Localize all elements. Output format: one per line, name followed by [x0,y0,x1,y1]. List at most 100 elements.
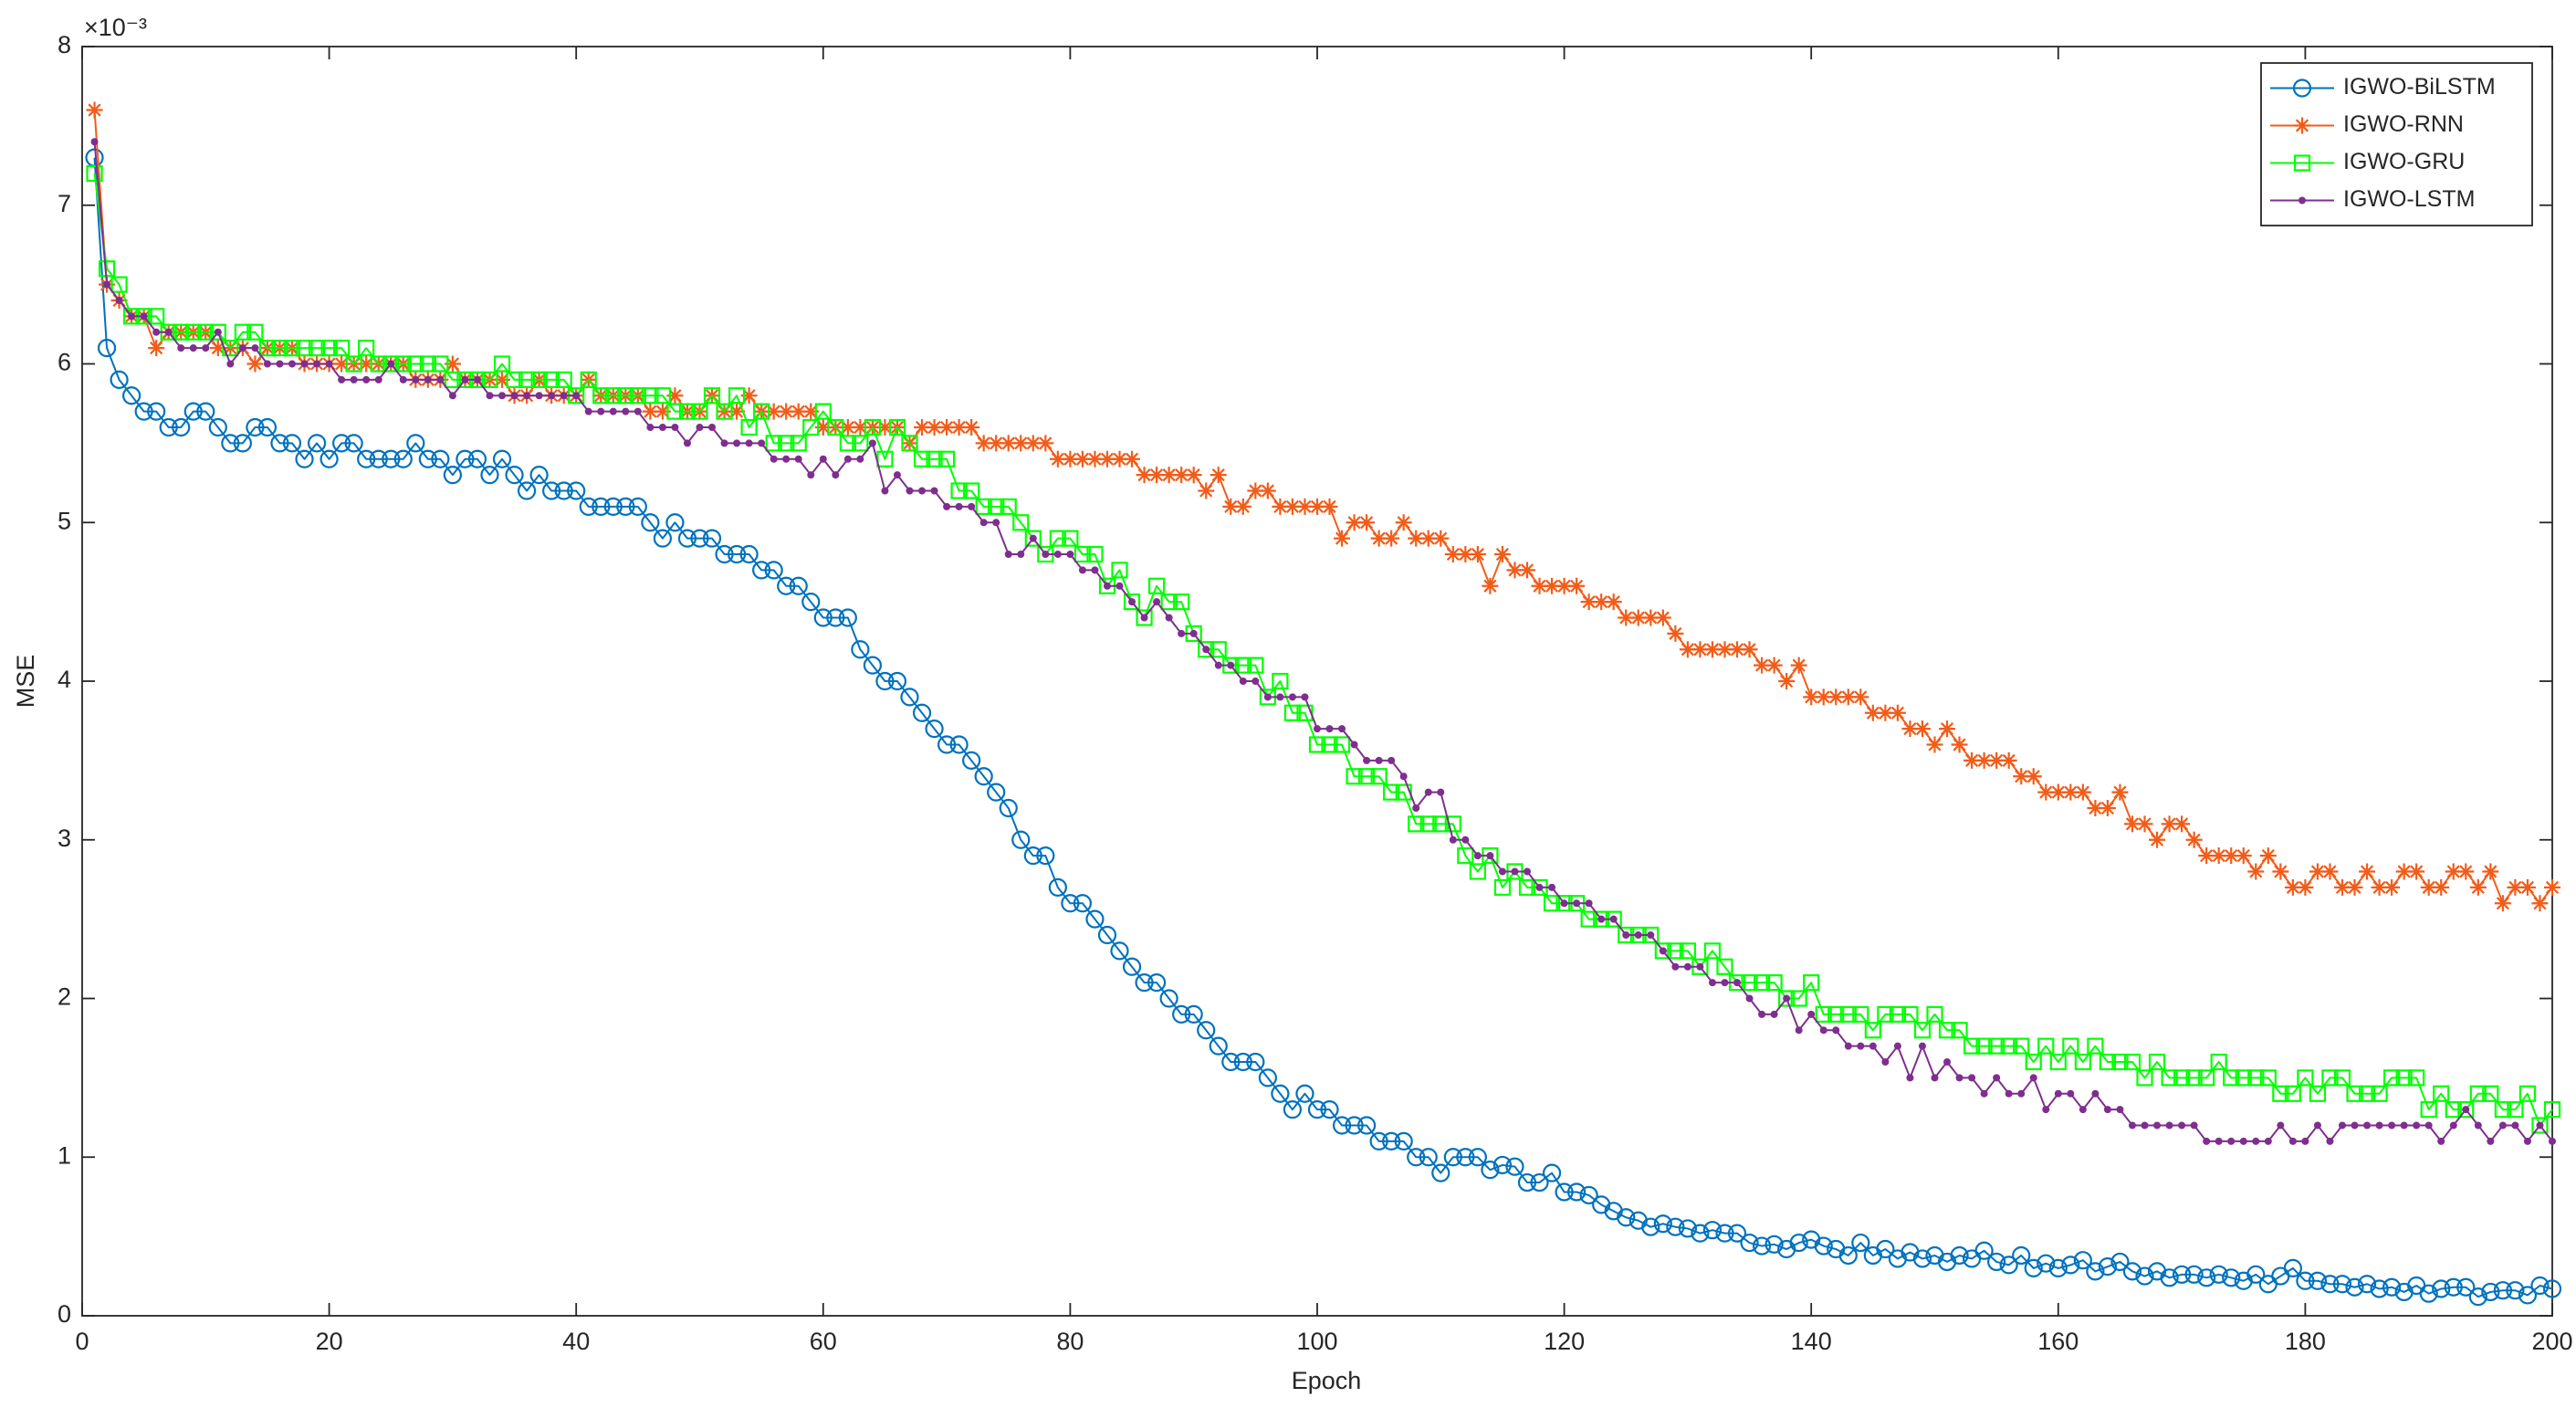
marker [2469,878,2487,896]
marker [1679,942,1697,960]
marker [1288,693,1296,701]
marker [1974,1241,1994,1260]
marker [2173,815,2191,833]
marker [1173,594,1190,611]
marker [1098,450,1115,468]
marker [2313,1121,2321,1130]
marker [1469,863,1486,880]
marker [1568,577,1586,594]
marker [2457,1101,2475,1119]
marker [1042,551,1050,558]
marker [1659,947,1667,955]
marker [1221,1052,1241,1072]
marker [1086,545,1104,563]
marker [765,403,782,420]
marker [1838,1245,1858,1266]
marker [1334,530,1351,547]
marker [2482,1085,2499,1102]
marker [2037,783,2055,801]
marker [937,735,957,754]
marker [2013,768,2030,785]
marker [221,434,240,453]
marker [1481,1161,1500,1180]
series-line [93,157,2553,1298]
marker [2326,1137,2334,1145]
marker [826,608,845,627]
marker [282,434,302,453]
marker [1988,751,2005,769]
marker [2543,1101,2561,1119]
marker [2346,1085,2363,1102]
marker [597,407,605,415]
marker [1535,883,1544,891]
marker [1758,1010,1766,1018]
marker [777,576,796,595]
marker [572,392,581,400]
marker [2288,1137,2297,1145]
marker [1147,973,1167,993]
marker [988,435,1005,452]
marker [548,392,556,400]
marker [432,355,449,373]
marker [1531,577,1548,594]
marker [1363,756,1371,764]
marker [90,138,99,146]
marker [1165,614,1173,622]
marker [1011,830,1031,849]
marker [1678,1219,1698,1238]
marker [300,360,309,368]
marker [876,419,894,436]
marker [794,455,802,463]
marker [1683,962,1691,971]
marker [159,417,178,437]
marker [728,387,746,405]
marker [406,434,425,453]
marker [1247,657,1264,674]
marker [2054,1089,2062,1098]
marker [1493,546,1511,562]
marker [128,312,136,320]
marker [412,375,420,384]
marker [1519,562,1536,579]
marker [2284,878,2301,896]
marker [727,544,747,564]
marker [702,529,722,548]
marker [1308,736,1326,753]
marker [1140,614,1148,622]
marker [1641,1217,1660,1236]
marker [1716,958,1733,975]
marker [901,435,918,452]
marker [789,576,808,595]
marker [1807,1010,1816,1018]
marker [1505,1157,1524,1176]
marker [1492,1155,1513,1175]
legend-label: IGWO-GRU [2343,149,2465,174]
marker [1593,594,1610,611]
marker [542,481,561,500]
y-exponent-label: ×10⁻³ [84,14,147,41]
y-tick-label: 1 [58,1141,71,1169]
marker [370,355,387,373]
marker [148,308,165,325]
marker [2178,1121,2186,1130]
marker [1469,546,1486,562]
marker [2437,1137,2445,1145]
marker [2375,1121,2383,1130]
marker [1783,994,1791,1003]
marker [1382,1131,1401,1151]
marker [246,355,264,373]
marker [1012,435,1030,452]
marker [1178,629,1186,637]
marker [1383,783,1400,801]
marker [827,418,844,436]
marker [2148,1053,2166,1071]
marker [2494,895,2511,912]
marker [2037,1037,2055,1055]
marker [1913,1022,1932,1039]
marker [2005,1089,2013,1098]
marker [814,403,832,420]
marker [1702,1221,1723,1240]
marker [592,387,610,405]
marker [1314,725,1321,733]
marker [1765,974,1783,992]
